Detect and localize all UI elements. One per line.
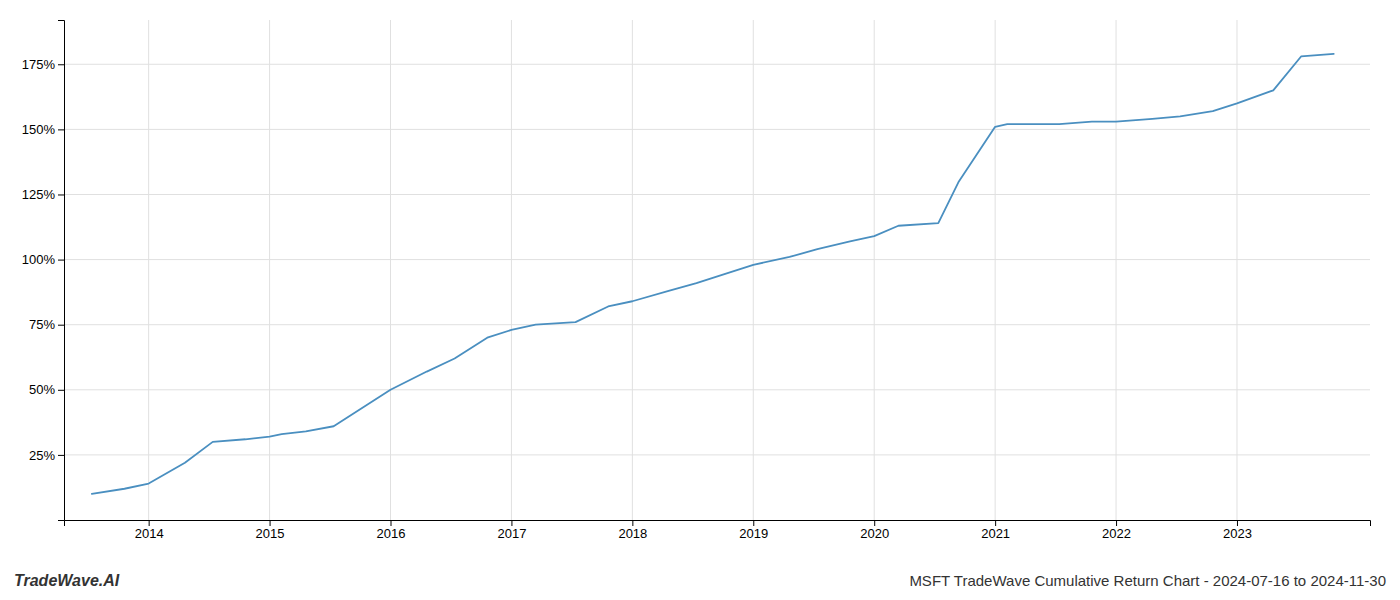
tick: 75% (29, 317, 64, 332)
grid (64, 20, 1370, 520)
grid-line (1116, 20, 1117, 520)
grid-line (1236, 20, 1237, 520)
tick-label: 100% (22, 252, 56, 267)
tick-mark (58, 260, 64, 261)
tick-label: 2015 (256, 526, 285, 541)
grid-line (64, 324, 1370, 325)
tick-mark (58, 64, 64, 65)
tick: 2017 (497, 520, 526, 541)
tick: 2014 (135, 520, 164, 541)
tick-mark (874, 520, 875, 526)
tick-mark (270, 520, 271, 526)
tick-mark (58, 194, 64, 195)
tick-mark (58, 129, 64, 130)
grid-line (874, 20, 875, 520)
grid-line (148, 20, 149, 520)
tick: 2019 (739, 520, 768, 541)
grid-line (390, 20, 391, 520)
tick-label: 2023 (1223, 526, 1252, 541)
tick-mark (149, 520, 150, 526)
grid-line (64, 389, 1370, 390)
tick-label: 150% (22, 122, 56, 137)
x-axis: 2014 2015 2016 2017 2018 2019 2020 2021 2022 2023 (65, 520, 1371, 541)
tick: 2022 (1102, 520, 1131, 541)
tick-mark (1116, 520, 1117, 526)
marks (92, 54, 1334, 494)
y-axis: 25% 50% 75% 100% 125% 150% 175% (22, 21, 65, 521)
plot: 2014 2015 2016 2017 2018 2019 2020 2021 2022 2023… (22, 20, 1371, 541)
tick-label: 2016 (377, 526, 406, 541)
tick: 25% (29, 448, 64, 463)
tick-label: 2020 (860, 526, 889, 541)
tick: 125% (22, 187, 64, 202)
grid-line (632, 20, 633, 520)
tick-label: 2022 (1102, 526, 1131, 541)
tick-label: 2018 (618, 526, 647, 541)
grid-line (269, 20, 270, 520)
tick-mark (753, 520, 754, 526)
title: MSFT TradeWave Cumulative Return Chart -… (909, 572, 1386, 589)
tick: 2015 (256, 520, 285, 541)
chart: 2014 2015 2016 2017 2018 2019 2020 2021 2022 2023… (0, 0, 1400, 600)
tick-mark (391, 520, 392, 526)
tick-mark (58, 455, 64, 456)
tick-mark (1237, 520, 1238, 526)
tick-label: 2017 (497, 526, 526, 541)
tick: 2023 (1223, 520, 1252, 541)
tick-label: 2021 (981, 526, 1010, 541)
grid-line (511, 20, 512, 520)
tick: 50% (29, 382, 64, 397)
tick: 2021 (981, 520, 1010, 541)
tick-label: 50% (29, 382, 55, 397)
tick: 2016 (377, 520, 406, 541)
line (92, 54, 1334, 494)
grid-line (64, 454, 1370, 455)
axis-line (58, 21, 65, 521)
tick-label: 175% (22, 57, 56, 72)
tick-mark (58, 325, 64, 326)
tick-label: 75% (29, 317, 55, 332)
grid-line (995, 20, 996, 520)
grid-line (753, 20, 754, 520)
tick-mark (58, 390, 64, 391)
tick: 175% (22, 57, 64, 72)
tick-label: 25% (29, 448, 55, 463)
tick: 150% (22, 122, 64, 137)
tick-label: 2019 (739, 526, 768, 541)
tick-label: 125% (22, 187, 56, 202)
grid-line (64, 129, 1370, 130)
tick-mark (632, 520, 633, 526)
grid-line (64, 64, 1370, 65)
tick: 2018 (618, 520, 647, 541)
tick-label: 2014 (135, 526, 164, 541)
tick: 2020 (860, 520, 889, 541)
tick: 100% (22, 252, 64, 267)
tick-mark (995, 520, 996, 526)
grid-line (64, 194, 1370, 195)
watermark: TradeWave.AI (14, 572, 120, 589)
axis-line (65, 521, 1371, 527)
tick-mark (511, 520, 512, 526)
grid-line (64, 259, 1370, 260)
